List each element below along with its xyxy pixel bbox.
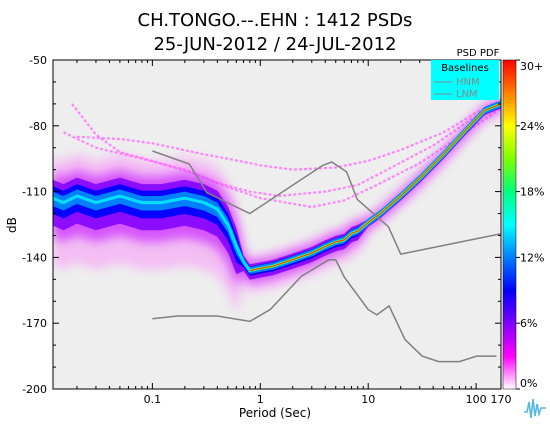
baselines-legend: Baselines HNM LNM — [431, 60, 499, 100]
lnm-baseline — [152, 259, 497, 363]
colorbar-tick-label: 24% — [520, 120, 544, 133]
noise-curve-1 — [63, 102, 501, 198]
y-tick-label: -80 — [29, 120, 47, 133]
colorbar-title: PSD PDF — [457, 48, 500, 59]
y-tick-label: -140 — [22, 251, 47, 264]
chart-title: CH.TONGO.--.EHN : 1412 PSDs — [138, 10, 413, 31]
y-axis-label: dB — [5, 217, 19, 233]
colorbar-tick-label: 6% — [520, 317, 537, 330]
legend-box — [431, 60, 499, 100]
colorbar-tick-label: 0% — [520, 377, 537, 390]
y-tick-label: -200 — [22, 383, 47, 396]
colorbar-tick-label: 30+ — [520, 60, 543, 73]
y-tick-label: -170 — [22, 317, 47, 330]
colorbar-tick-label: 18% — [520, 186, 544, 199]
y-axis: -50 -80 -110 -140 -170 -200 — [22, 54, 501, 396]
colorbar-tick-label: 12% — [520, 251, 544, 264]
legend-title: Baselines — [441, 63, 489, 74]
x-tick-label: 100 — [466, 393, 487, 406]
density-band-1 — [53, 99, 501, 286]
x-axis-label: Period (Sec) — [239, 406, 311, 420]
x-tick-label: 1 — [257, 393, 264, 406]
noise-curve-0 — [76, 98, 501, 171]
legend-lnm-label: LNM — [456, 89, 478, 100]
baseline-curves — [152, 150, 501, 363]
noise-curve-2 — [71, 103, 501, 209]
x-tick-label: 170 — [491, 393, 512, 406]
legend-hnm-label: HNM — [456, 77, 480, 88]
colorbar-ticks: 30+ 24% 18% 12% 6% 0% — [516, 59, 544, 390]
seismometer-logo-icon — [522, 394, 548, 421]
density-band-0 — [53, 96, 501, 314]
x-tick-label: 10 — [361, 393, 375, 406]
density-band-2 — [53, 100, 501, 280]
x-tick-label: 0.1 — [144, 393, 162, 406]
colorbar: PSD PDF 30+ 24% 18% 12% 6% 0% — [457, 48, 545, 390]
mode-ridge-peak — [249, 103, 501, 272]
hnm-baseline — [152, 150, 501, 255]
chart-subtitle: 25-JUN-2012 / 24-JUL-2012 — [153, 34, 396, 55]
y-tick-label: -110 — [22, 186, 47, 199]
colorbar-gradient — [502, 59, 517, 390]
psd-density-heatmap — [53, 96, 501, 314]
y-tick-label: -50 — [29, 54, 47, 67]
noise-curves — [63, 98, 501, 209]
plot-frame — [52, 59, 502, 390]
